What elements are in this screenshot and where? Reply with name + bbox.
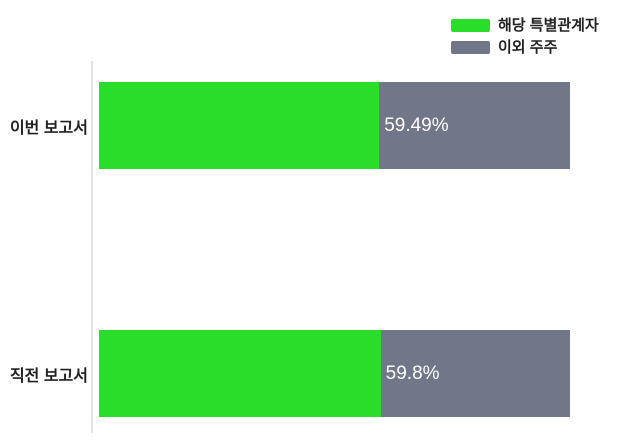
legend-label-special-related: 해당 특별관계자: [498, 16, 599, 34]
y-axis-line: [91, 61, 93, 433]
bar-segment-other-shareholders: 59.8%: [380, 330, 570, 417]
category-label-current-report: 이번 보고서: [9, 119, 88, 137]
legend-label-other-shareholders: 이외 주주: [498, 38, 558, 56]
legend-item-special-related: 해당 특별관계자: [451, 14, 599, 36]
bar-current-report: 59.49%: [99, 82, 570, 169]
bar-segment-special-related: [99, 82, 380, 169]
legend-swatch-green: [451, 18, 490, 32]
legend-item-other-shareholders: 이외 주주: [451, 36, 599, 58]
bar-segment-special-related: [99, 330, 381, 417]
bar-row-previous-report: 직전 보고서 59.8%: [0, 330, 628, 417]
legend: 해당 특별관계자 이외 주주: [451, 14, 599, 58]
legend-swatch-gray: [451, 40, 490, 54]
bar-row-current-report: 이번 보고서 59.49%: [0, 82, 628, 169]
bar-previous-report: 59.8%: [99, 330, 570, 417]
bar-segment-other-shareholders: 59.49%: [379, 82, 570, 169]
value-label-previous-report: 59.8%: [385, 363, 440, 384]
value-label-current-report: 59.49%: [384, 115, 449, 136]
category-label-previous-report: 직전 보고서: [9, 367, 88, 385]
